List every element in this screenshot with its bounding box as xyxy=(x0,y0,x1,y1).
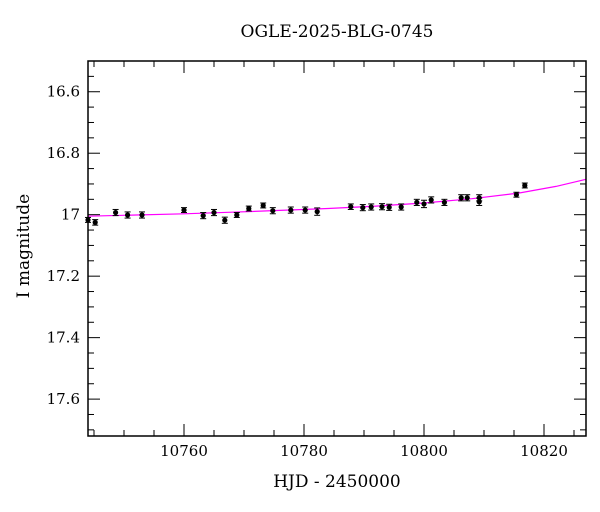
data-marker xyxy=(260,202,266,209)
data-marker xyxy=(421,201,427,207)
data-marker xyxy=(428,197,434,203)
data-point xyxy=(513,191,520,198)
data-marker xyxy=(234,212,240,218)
data-marker xyxy=(476,199,482,205)
data-point xyxy=(398,203,405,211)
data-marker xyxy=(246,205,252,212)
data-point xyxy=(287,206,294,214)
data-marker xyxy=(458,195,464,201)
model-curve xyxy=(87,178,587,217)
data-point xyxy=(245,205,252,212)
data-marker xyxy=(522,182,528,189)
data-marker xyxy=(211,209,217,216)
data-point xyxy=(221,216,228,224)
tick-labels: 10760 10780 10800 10820 16.6 16.8 17 17.2 17.4 17… xyxy=(47,83,568,460)
data-marker xyxy=(386,204,392,210)
data-point xyxy=(269,207,276,215)
data-point xyxy=(260,202,267,209)
x-tick-label: 10760 xyxy=(160,442,208,460)
data-marker xyxy=(398,204,404,210)
data-point xyxy=(200,212,207,220)
x-tick-label: 10820 xyxy=(520,442,568,460)
y-tick-label: 16.6 xyxy=(47,83,80,101)
data-point xyxy=(347,203,354,210)
data-marker xyxy=(379,204,385,210)
data-point xyxy=(359,204,366,212)
data-point xyxy=(211,208,217,217)
chart-title: OGLE-2025-BLG-0745 xyxy=(240,22,434,42)
data-point xyxy=(181,207,187,214)
y-tick-label: 17.4 xyxy=(47,329,80,347)
data-marker xyxy=(368,204,374,210)
data-marker xyxy=(314,209,320,215)
x-tick-label: 10780 xyxy=(280,442,328,460)
data-point xyxy=(368,203,375,211)
y-tick-label: 16.8 xyxy=(47,144,80,162)
y-tick-label: 17 xyxy=(61,206,80,224)
data-marker xyxy=(288,207,294,213)
model-curve-layer xyxy=(87,178,587,217)
data-marker xyxy=(441,199,447,205)
data-marker xyxy=(200,213,206,219)
data-marker xyxy=(139,212,145,218)
x-axis-label: HJD - 2450000 xyxy=(273,472,401,492)
data-point xyxy=(379,203,385,211)
data-point xyxy=(233,212,240,218)
x-tick-label: 10800 xyxy=(400,442,448,460)
data-marker xyxy=(414,199,420,205)
data-marker xyxy=(125,212,131,218)
data-point xyxy=(124,211,131,219)
data-marker xyxy=(113,209,119,216)
data-point xyxy=(464,194,471,202)
plot-frame xyxy=(87,60,587,437)
data-marker xyxy=(270,208,276,214)
data-marker xyxy=(464,195,470,201)
data-marker xyxy=(360,205,366,211)
data-marker xyxy=(181,207,187,213)
data-points-layer xyxy=(85,182,528,226)
y-tick-label: 17.6 xyxy=(47,390,80,408)
data-point xyxy=(92,219,99,226)
y-tick-label: 17.2 xyxy=(47,267,80,285)
data-point xyxy=(302,206,309,214)
axis-ticks xyxy=(88,60,586,436)
data-point xyxy=(421,199,427,209)
data-point xyxy=(386,203,393,211)
data-marker xyxy=(513,192,520,198)
data-marker xyxy=(348,204,354,210)
data-point xyxy=(314,207,321,216)
data-point xyxy=(413,198,420,206)
data-marker xyxy=(302,207,308,213)
data-marker xyxy=(222,217,228,223)
data-point xyxy=(476,197,483,206)
data-point xyxy=(521,182,528,189)
data-point xyxy=(139,211,145,219)
data-point xyxy=(441,198,448,206)
data-point xyxy=(458,194,465,202)
data-point xyxy=(428,196,435,204)
data-point xyxy=(112,208,119,217)
data-marker xyxy=(92,219,98,225)
